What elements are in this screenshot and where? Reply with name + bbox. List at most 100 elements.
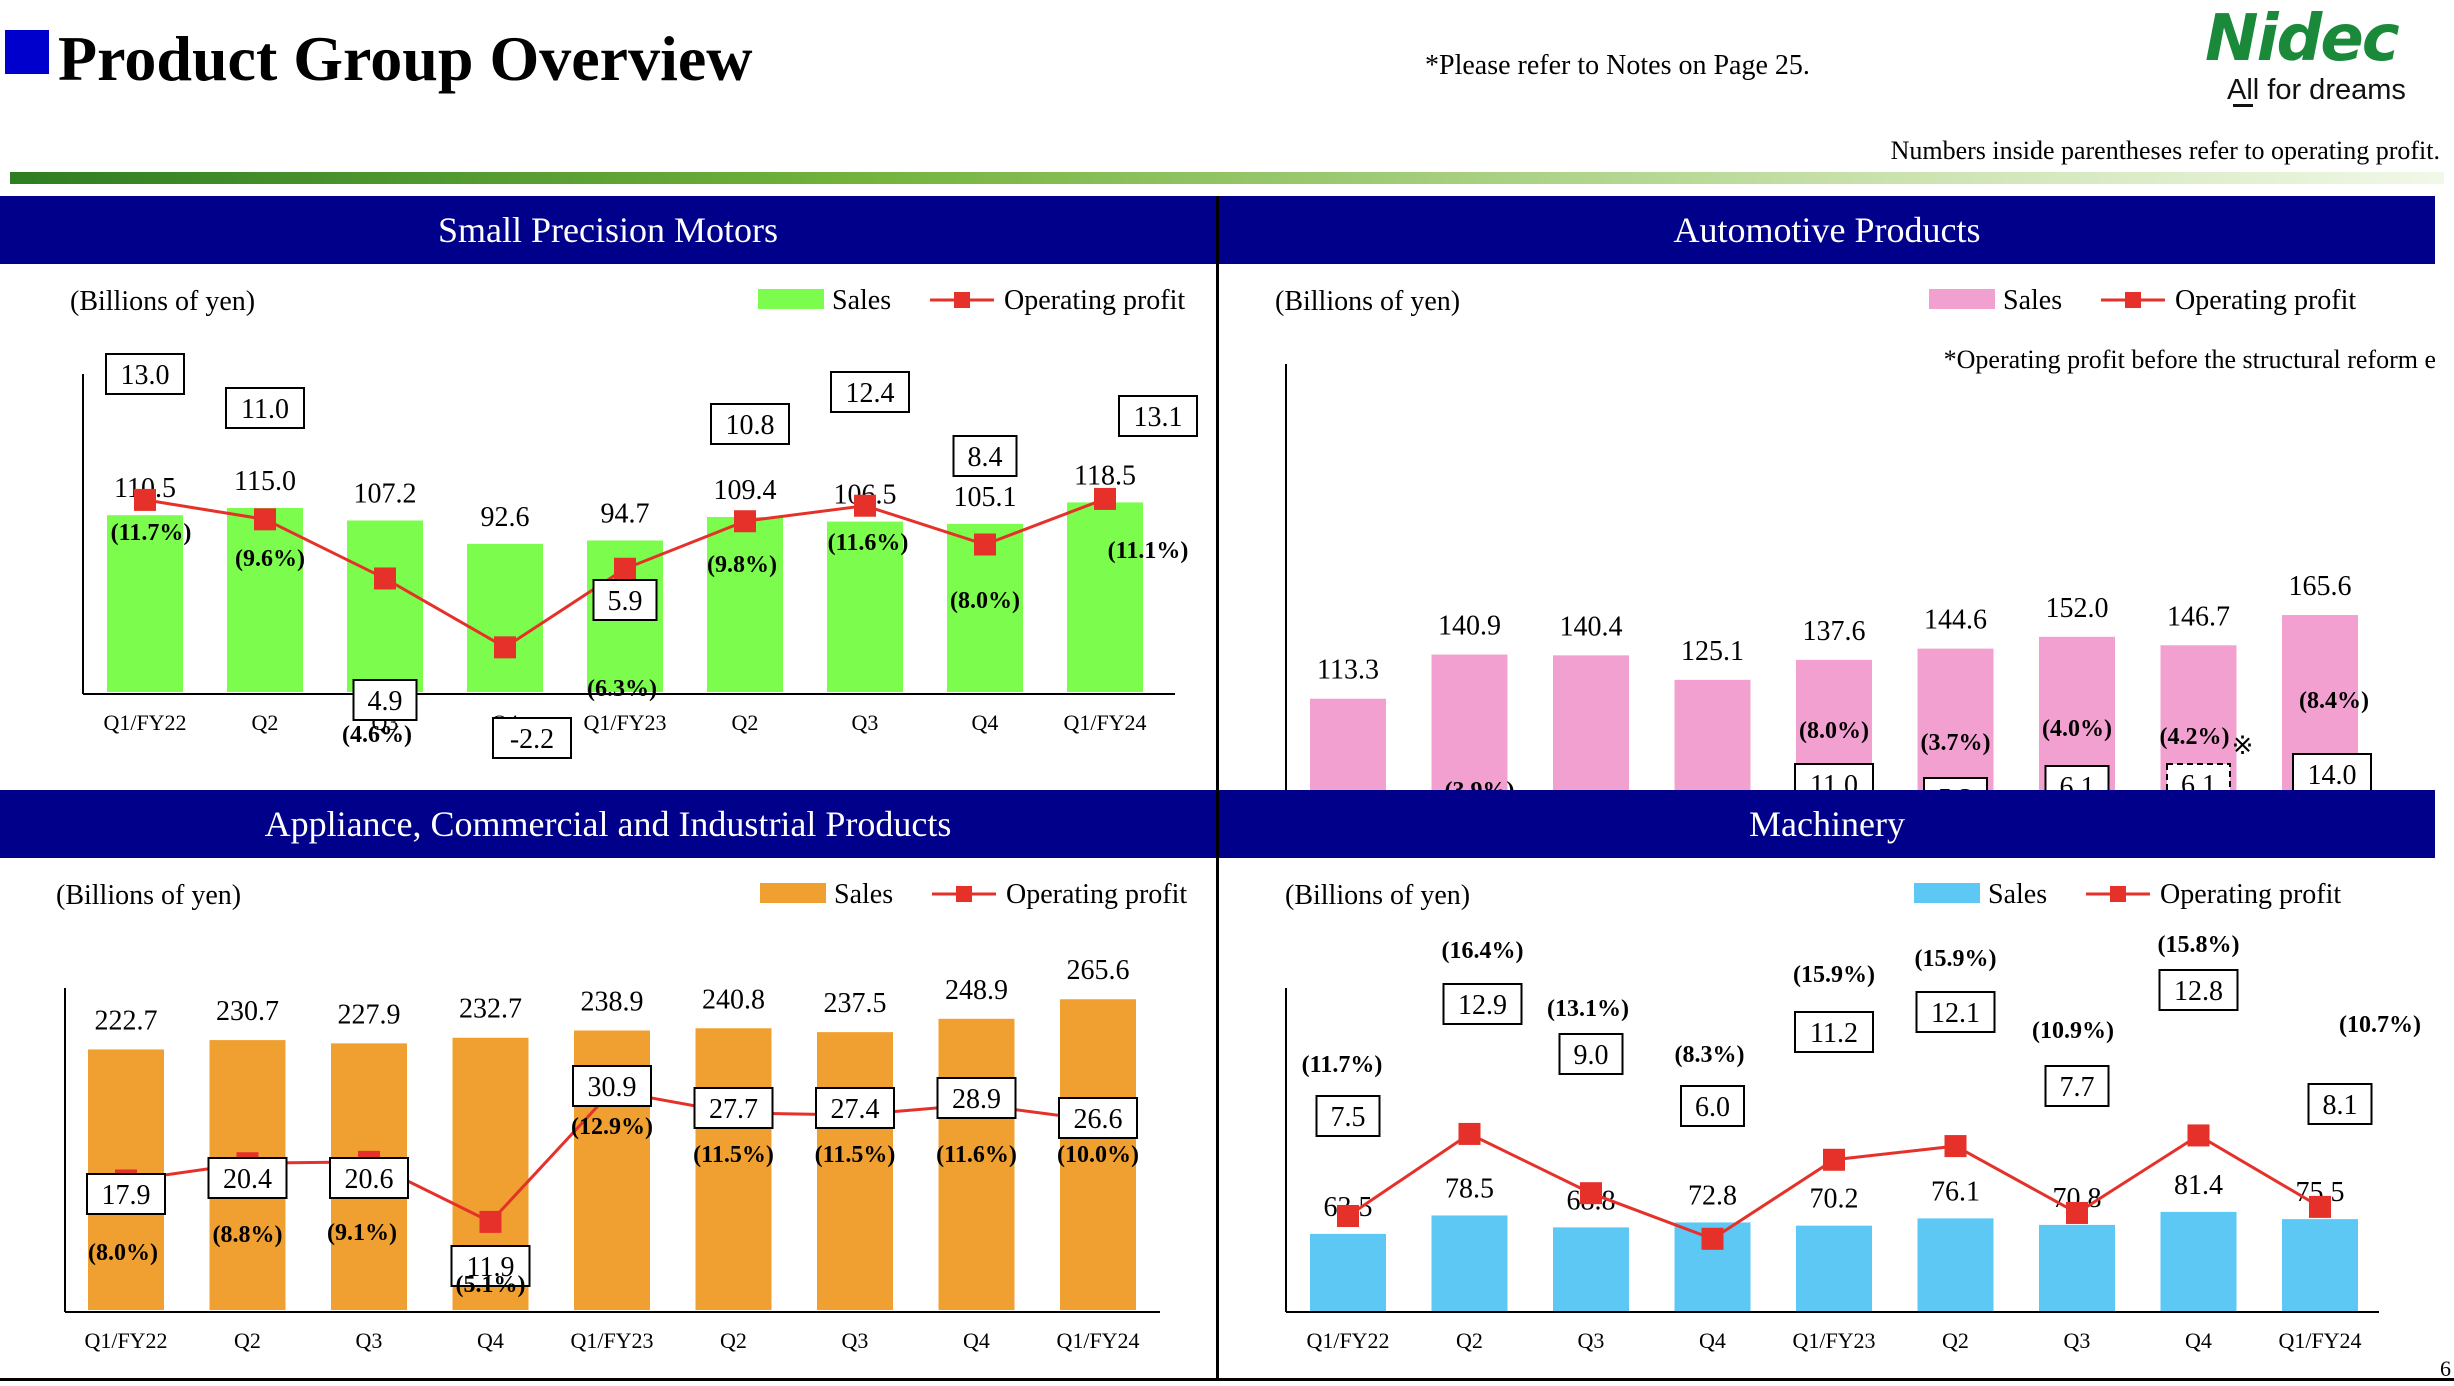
sales-bar	[696, 1028, 772, 1310]
sales-value-label: 115.0	[234, 466, 296, 497]
logo-tagline: All for dreams	[2227, 74, 2406, 107]
margin-percent-label: (8.0%)	[950, 588, 1020, 614]
profit-value-box-text: 12.4	[846, 378, 895, 409]
profit-value-box: 13.1	[1119, 396, 1197, 436]
sales-bar	[1675, 680, 1751, 790]
margin-percent-label: (13.1%)	[1547, 996, 1629, 1022]
profit-value-box-text: 4.9	[368, 686, 403, 717]
legend-profit-label: Operating profit	[2160, 879, 2341, 910]
profit-value-box: 14.0	[2293, 754, 2371, 790]
profit-marker	[134, 489, 156, 511]
x-tick-label: Q2	[234, 1328, 261, 1353]
x-tick-label: Q1/FY23	[1792, 1328, 1875, 1353]
legend-sales-label: Sales	[832, 285, 891, 316]
margin-percent-label: (8.8%)	[213, 1222, 283, 1248]
unit-label: (Billions of yen)	[56, 880, 241, 911]
sales-value-label: 78.5	[1445, 1173, 1494, 1204]
panel-title: Appliance, Commercial and Industrial Pro…	[0, 790, 1216, 858]
legend-profit-label: Operating profit	[1004, 285, 1185, 316]
sales-value-label: 265.6	[1067, 955, 1130, 986]
profit-value-box: 10.8	[711, 404, 789, 444]
legend-sales-swatch	[760, 883, 826, 903]
panel-appliance-products: Appliance, Commercial and Industrial Pro…	[0, 790, 1216, 1384]
profit-value-box-text: 5.9	[608, 586, 643, 617]
sales-bar	[1432, 1215, 1508, 1312]
sales-value-label: 81.4	[2174, 1170, 2223, 1201]
sales-bar	[2161, 1212, 2237, 1312]
sales-bar	[1310, 699, 1386, 790]
margin-percent-label: (3.7%)	[1921, 730, 1991, 756]
margin-percent-label: (12.9%)	[571, 1114, 653, 1140]
chart-legend: Sales Operating profit	[760, 879, 1187, 910]
sales-bar	[1553, 1227, 1629, 1312]
profit-marker	[1702, 1228, 1724, 1250]
chart-appliance-products: (Billions of yen) Sales Operating profit Q1…	[0, 858, 1216, 1384]
sales-value-label: 165.6	[2289, 571, 2352, 602]
sales-value-label: 222.7	[95, 1005, 158, 1036]
margin-percent-label: (9.8%)	[707, 552, 777, 578]
sales-bar	[347, 520, 423, 692]
profit-value-box: 27.4	[816, 1088, 894, 1128]
logo-wordmark: Nidec	[2205, 2, 2398, 76]
legend-profit-marker	[2110, 886, 2126, 902]
profit-value-box-text: 8.4	[968, 442, 1003, 473]
profit-value-box: 8.4	[954, 436, 1017, 476]
profit-marker	[974, 534, 996, 556]
profit-value-box: 5.9	[594, 580, 657, 620]
profit-marker	[1823, 1149, 1845, 1171]
margin-percent-label: (15.9%)	[1915, 946, 1997, 972]
profit-value-box-text: 10.8	[726, 410, 775, 441]
profit-value-box-text: 12.9	[1458, 990, 1507, 1021]
sales-value-label: 227.9	[338, 999, 401, 1030]
profit-value-box-text: 13.0	[121, 360, 170, 391]
chart-legend: Sales Operating profit	[1914, 879, 2341, 910]
sales-value-label: 230.7	[216, 996, 279, 1027]
legend-profit-label: Operating profit	[1006, 879, 1187, 910]
profit-value-box-text: 7.7	[2060, 1072, 2095, 1103]
profit-value-box: 26.6	[1059, 1098, 1137, 1138]
profit-value-box-text: 27.7	[709, 1094, 758, 1125]
sales-bar	[1310, 1234, 1386, 1312]
profit-value-box-text: 20.6	[345, 1164, 394, 1195]
profit-value-box-text: 11.0	[241, 394, 289, 425]
profit-value-box: 11.0	[1795, 764, 1873, 790]
x-tick-label: Q2	[720, 1328, 747, 1353]
x-tick-label: Q3	[852, 710, 879, 735]
profit-value-box-text: -2.2	[510, 724, 554, 755]
chart-automotive-products: (Billions of yen) Sales Operating profit *O…	[1219, 264, 2435, 790]
sales-bar	[467, 544, 543, 692]
profit-value-box-text: 13.1	[1134, 402, 1183, 433]
chart-machinery: (Billions of yen) Sales Operating profit Q1…	[1219, 858, 2435, 1384]
margin-percent-label: (15.8%)	[2158, 932, 2240, 958]
profit-value-box-text: 9.0	[1574, 1040, 1609, 1071]
profit-value-box-text: 11.0	[1810, 770, 1858, 790]
profit-value-box-text: 26.6	[1074, 1104, 1123, 1135]
sales-bar	[2282, 1219, 2358, 1312]
profit-value-box: 11.0	[226, 388, 304, 428]
profit-value-box: 4.9	[354, 680, 417, 720]
sales-bar	[817, 1032, 893, 1310]
sales-bar	[2039, 1225, 2115, 1312]
profit-value-box: 8.1	[2309, 1084, 2372, 1124]
profit-marker	[2188, 1124, 2210, 1146]
x-tick-label: Q3	[1578, 1328, 1605, 1353]
x-tick-label: Q1/FY22	[84, 1328, 167, 1353]
unit-label: (Billions of yen)	[1275, 286, 1460, 317]
reference-mark: ※	[2232, 731, 2254, 760]
x-tick-label: Q4	[2185, 1328, 2212, 1353]
profit-value-box-text: 12.1	[1931, 998, 1980, 1029]
company-logo: Nidec All for dreams	[2205, 8, 2445, 108]
profit-value-box-text: 7.5	[1331, 1102, 1366, 1133]
profit-value-box: -2.2	[493, 718, 571, 758]
legend-sales-swatch	[1929, 289, 1995, 309]
x-tick-label: Q1/FY23	[583, 710, 666, 735]
legend-sales-swatch	[758, 289, 824, 309]
margin-percent-label: (8.0%)	[88, 1240, 158, 1266]
chart-annotation: *Operating profit before the structural …	[1944, 345, 2435, 374]
profit-marker	[614, 558, 636, 580]
unit-label: (Billions of yen)	[70, 286, 255, 317]
x-tick-label: Q2	[1456, 1328, 1483, 1353]
margin-percent-label: (11.7%)	[1302, 1052, 1383, 1078]
margin-percent-label: (9.6%)	[235, 546, 305, 572]
profit-value-box: 12.1	[1917, 992, 1995, 1032]
